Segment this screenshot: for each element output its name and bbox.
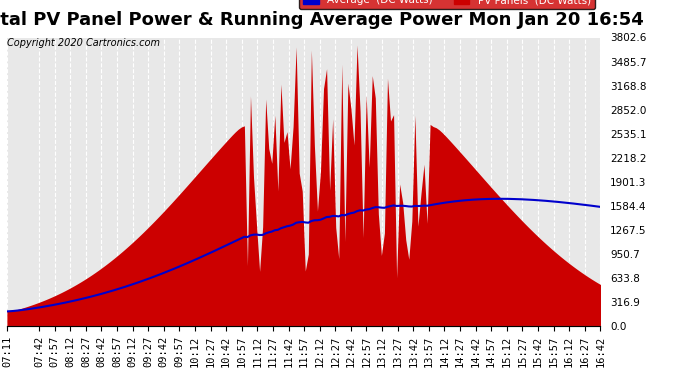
Text: Total PV Panel Power & Running Average Power Mon Jan 20 16:54: Total PV Panel Power & Running Average P…	[0, 11, 643, 29]
Legend: Average  (DC Watts), PV Panels  (DC Watts): Average (DC Watts), PV Panels (DC Watts)	[299, 0, 595, 9]
Text: Copyright 2020 Cartronics.com: Copyright 2020 Cartronics.com	[7, 38, 160, 48]
